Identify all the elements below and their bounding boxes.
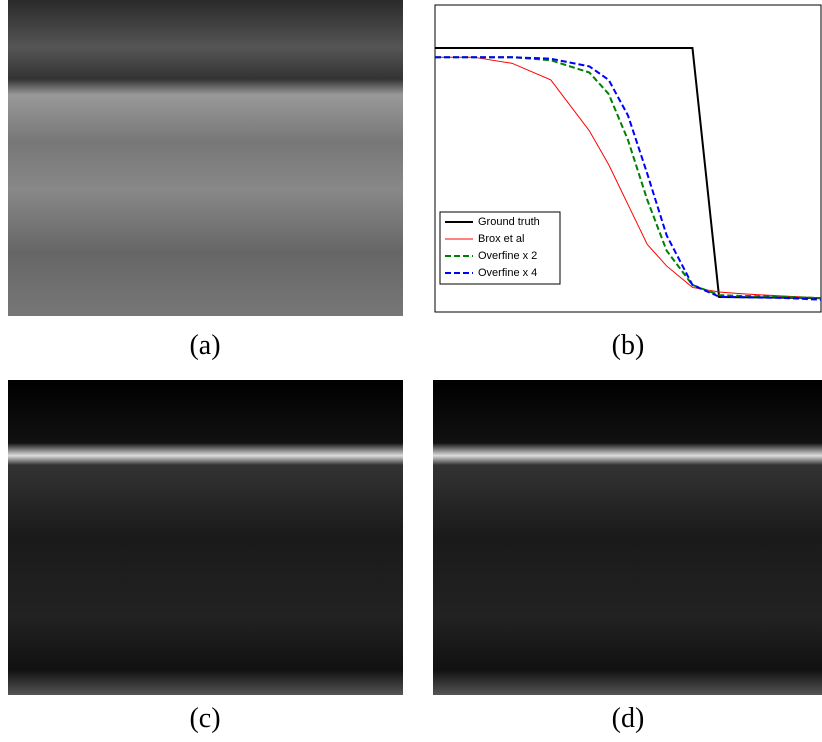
- legend-label: Overfine x 4: [478, 267, 537, 279]
- chart: Ground truth Brox et al Overfine x 2 Overfi…: [0, 0, 822, 742]
- legend-label: Overfine x 2: [478, 250, 537, 262]
- legend-label: Brox et al: [478, 233, 524, 245]
- legend-label: Ground truth: [478, 216, 540, 228]
- page: (a) (b) (c) (d) Ground truthBrox et alOv…: [0, 0, 822, 742]
